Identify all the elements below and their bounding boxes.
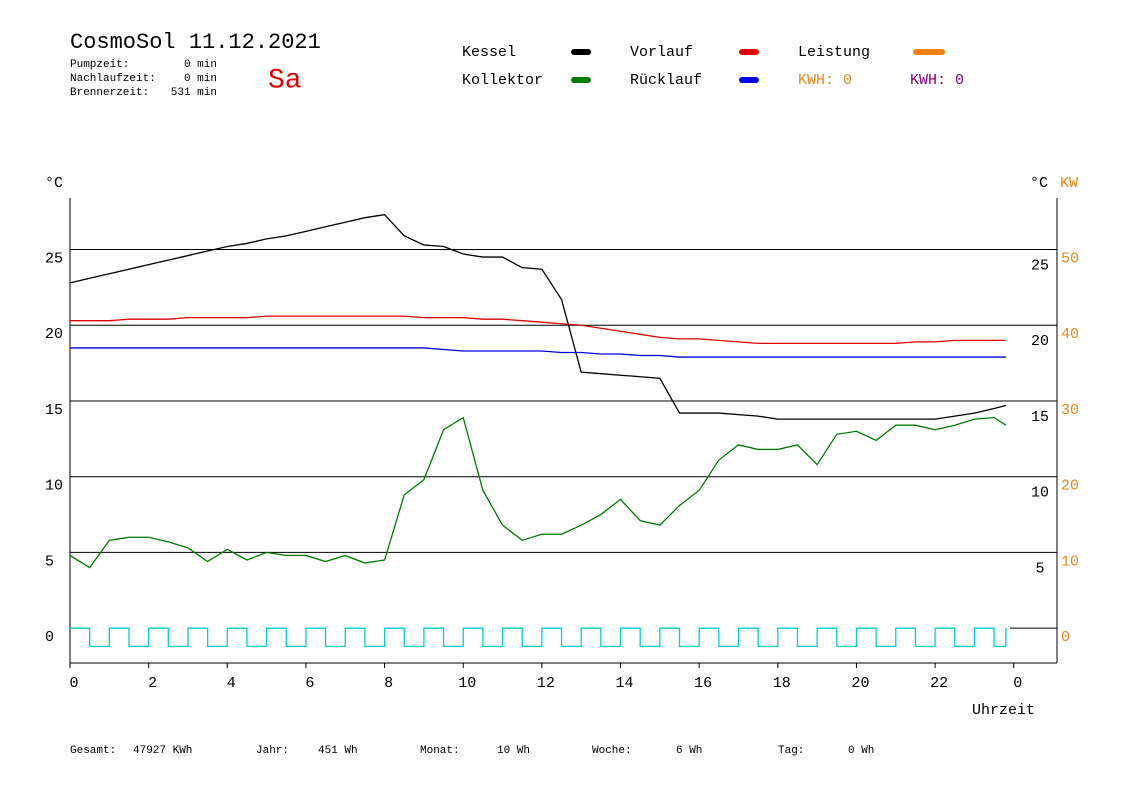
x-tick-label: 8 bbox=[384, 675, 393, 692]
x-tick-label: 0 bbox=[1013, 675, 1022, 692]
day: Sa bbox=[268, 65, 302, 96]
series-line bbox=[69, 416, 1007, 569]
y-tick-label-right: 20 bbox=[1031, 333, 1049, 350]
status-label: Nachlaufzeit: bbox=[70, 73, 156, 85]
kwh-label: KWH: 0 bbox=[910, 72, 964, 89]
footer-value: 0 Wh bbox=[848, 745, 874, 757]
status-value: 531 min bbox=[171, 87, 217, 99]
y-tick-label-right: 15 bbox=[1031, 409, 1049, 426]
kwh-label: KWH: 0 bbox=[798, 72, 852, 89]
footer-label: Jahr: bbox=[256, 745, 289, 757]
x-label: Uhrzeit bbox=[972, 702, 1035, 719]
y-tick-label: 10 bbox=[45, 478, 63, 495]
footer-label: Gesamt: bbox=[70, 745, 116, 757]
legend-label: Kessel bbox=[462, 44, 516, 61]
y2-tick-label: 10 bbox=[1061, 553, 1079, 570]
footer-value: 6 Wh bbox=[676, 745, 702, 757]
y2-tick-label: 50 bbox=[1061, 250, 1079, 267]
x-tick-label: 10 bbox=[458, 675, 476, 692]
status-value: 0 min bbox=[184, 73, 217, 85]
legend-label: Kollektor bbox=[462, 72, 543, 89]
y-tick-label-right: 5 bbox=[1035, 560, 1044, 577]
x-tick-label: 22 bbox=[930, 675, 948, 692]
status-label: Pumpzeit: bbox=[70, 59, 129, 71]
series-line bbox=[69, 213, 1007, 420]
y2-unit: KW bbox=[1060, 175, 1078, 192]
status-label: Brennerzeit: bbox=[70, 87, 149, 99]
footer-label: Monat: bbox=[420, 745, 460, 757]
status-pulse bbox=[70, 627, 1007, 647]
status-value: 0 min bbox=[184, 59, 217, 71]
x-tick-label: 6 bbox=[305, 675, 314, 692]
y2-tick-label: 20 bbox=[1061, 478, 1079, 495]
x-tick-label: 0 bbox=[69, 675, 78, 692]
x-tick-label: 18 bbox=[773, 675, 791, 692]
x-tick-label: 14 bbox=[616, 675, 634, 692]
footer-value: 451 Wh bbox=[318, 745, 358, 757]
y-tick-label: 0 bbox=[45, 629, 54, 646]
series-line bbox=[70, 347, 1006, 358]
footer-label: Tag: bbox=[778, 745, 804, 757]
footer-value: 47927 KWh bbox=[133, 745, 192, 757]
legend-label: Rücklauf bbox=[630, 72, 702, 89]
y-tick-label-right: 10 bbox=[1031, 485, 1049, 502]
y-tick-label: 15 bbox=[45, 402, 63, 419]
y-tick-label: 5 bbox=[45, 553, 54, 570]
x-tick-label: 20 bbox=[851, 675, 869, 692]
y-unit: °C bbox=[45, 175, 63, 192]
y2-tick-label: 30 bbox=[1061, 402, 1079, 419]
series-line bbox=[70, 315, 1006, 345]
x-tick-label: 16 bbox=[694, 675, 712, 692]
legend-label: Leistung bbox=[798, 44, 870, 61]
chart-title: CosmoSol 11.12.2021 bbox=[70, 30, 321, 55]
y2-tick-label: 0 bbox=[1061, 629, 1070, 646]
x-tick-label: 4 bbox=[227, 675, 236, 692]
footer-label: Woche: bbox=[592, 745, 632, 757]
y-tick-label: 20 bbox=[45, 326, 63, 343]
legend-label: Vorlauf bbox=[630, 44, 693, 61]
y2-tick-label: 40 bbox=[1061, 326, 1079, 343]
x-tick-label: 2 bbox=[148, 675, 157, 692]
footer-value: 10 Wh bbox=[497, 745, 530, 757]
y-tick-label-right: 25 bbox=[1031, 257, 1049, 274]
y-unit-right: °C bbox=[1030, 175, 1048, 192]
x-tick-label: 12 bbox=[537, 675, 555, 692]
y-tick-label: 25 bbox=[45, 250, 63, 267]
